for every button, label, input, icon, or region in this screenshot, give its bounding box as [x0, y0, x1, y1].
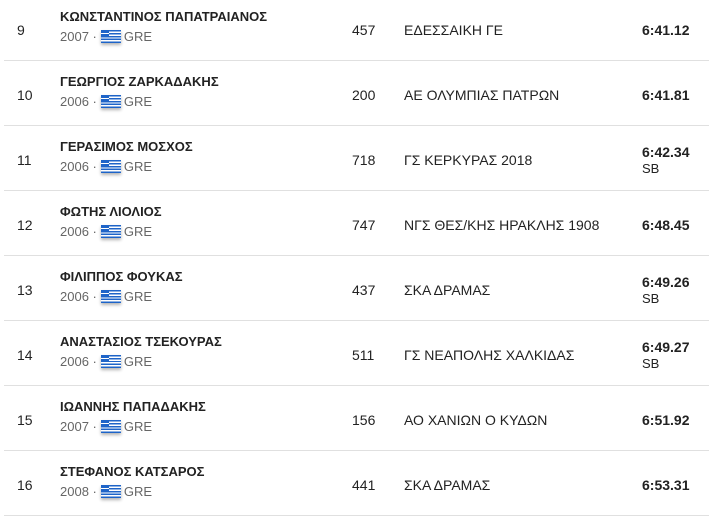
athlete-info: 2006 · GRE	[60, 94, 152, 109]
greece-flag-icon	[100, 485, 121, 498]
rank: 9	[17, 22, 25, 38]
club-name: ΕΔΕΣΣΑΙΚΗ ΓΕ	[404, 22, 503, 38]
country-code: GRE	[123, 94, 153, 109]
separator: ·	[92, 94, 97, 109]
greece-flag-icon	[100, 225, 121, 238]
result-row[interactable]: 11 ΓΕΡΑΣΙΜΟΣ ΜΟΣΧΟΣ 2006 · GRE 718 ΓΣ ΚΕΡ…	[4, 126, 709, 191]
bib-number: 441	[352, 477, 376, 493]
bib-number: 511	[352, 347, 375, 363]
bib-number: 156	[352, 412, 376, 428]
athlete-name[interactable]: ΓΕΡΑΣΙΜΟΣ ΜΟΣΧΟΣ	[60, 139, 193, 154]
bib-number: 747	[352, 217, 376, 233]
rank: 15	[17, 412, 33, 428]
club-name: ΣΚΑ ΔΡΑΜΑΣ	[404, 477, 491, 493]
separator: ·	[92, 289, 97, 304]
club-name: ΓΣ ΝΕΑΠΟΛΗΣ ΧΑΛΚΙΔΑΣ	[404, 347, 575, 363]
separator: ·	[92, 419, 97, 434]
athlete-name[interactable]: ΚΩΝΣΤΑΝΤΙΝΟΣ ΠΑΠΑΤΡΑΙΑΝΟΣ	[60, 9, 268, 24]
athlete-info: 2006 · GRE	[60, 289, 152, 304]
country-code: GRE	[123, 159, 153, 174]
greece-flag-icon	[100, 160, 121, 173]
bib-number: 437	[352, 282, 376, 298]
athlete-info: 2007 · GRE	[60, 419, 152, 434]
greece-flag-icon	[100, 30, 121, 43]
birth-year: 2006	[60, 224, 89, 239]
birth-year: 2006	[60, 159, 89, 174]
birth-year: 2006	[60, 354, 89, 369]
athlete-name[interactable]: ΣΤΕΦΑΝΟΣ ΚΑΤΣΑΡΟΣ	[60, 464, 205, 479]
result-row[interactable]: 16 ΣΤΕΦΑΝΟΣ ΚΑΤΣΑΡΟΣ 2008 · GRE 441 ΣΚΑ Δ…	[4, 451, 709, 516]
country-code: GRE	[123, 354, 153, 369]
athlete-name[interactable]: ΦΩΤΗΣ ΛΙΟΛΙΟΣ	[60, 204, 162, 219]
bib-number: 718	[352, 152, 376, 168]
results-list: 9 ΚΩΝΣΤΑΝΤΙΝΟΣ ΠΑΠΑΤΡΑΙΑΝΟΣ 2007 · GRE 45…	[4, 0, 709, 516]
club-name: ΓΣ ΚΕΡΚΥΡΑΣ 2018	[404, 152, 533, 168]
result-row[interactable]: 13 ΦΙΛΙΠΠΟΣ ΦΟΥΚΑΣ 2006 · GRE 437 ΣΚΑ ΔΡΑ…	[4, 256, 709, 321]
country-code: GRE	[123, 484, 153, 499]
separator: ·	[92, 224, 97, 239]
bib-number: 200	[352, 87, 376, 103]
result-row[interactable]: 10 ΓΕΩΡΓΙΟΣ ΖΑΡΚΑΔΑΚΗΣ 2006 · GRE 200 ΑΕ …	[4, 61, 709, 126]
season-best-badge: SB	[642, 161, 660, 176]
season-best-badge: SB	[642, 291, 660, 306]
club-name: ΝΓΣ ΘΕΣ/ΚΗΣ ΗΡΑΚΛΗΣ 1908	[404, 217, 600, 233]
athlete-info: 2006 · GRE	[60, 159, 152, 174]
athlete-name[interactable]: ΦΙΛΙΠΠΟΣ ΦΟΥΚΑΣ	[60, 269, 183, 284]
result-time: 6:53.31	[642, 477, 690, 493]
country-code: GRE	[123, 224, 153, 239]
athlete-info: 2008 · GRE	[60, 484, 152, 499]
club-name: ΑΟ ΧΑΝΙΩΝ Ο ΚΥΔΩΝ	[404, 412, 548, 428]
country-code: GRE	[123, 29, 153, 44]
birth-year: 2006	[60, 289, 89, 304]
rank: 11	[17, 152, 32, 168]
birth-year: 2008	[60, 484, 89, 499]
result-time: 6:49.27	[642, 339, 690, 355]
athlete-name[interactable]: ΓΕΩΡΓΙΟΣ ΖΑΡΚΑΔΑΚΗΣ	[60, 74, 219, 89]
result-row[interactable]: 12 ΦΩΤΗΣ ΛΙΟΛΙΟΣ 2006 · GRE 747 ΝΓΣ ΘΕΣ/Κ…	[4, 191, 709, 256]
country-code: GRE	[123, 289, 153, 304]
athlete-info: 2006 · GRE	[60, 354, 152, 369]
result-time: 6:42.34	[642, 144, 690, 160]
result-row[interactable]: 15 ΙΩΑΝΝΗΣ ΠΑΠΑΔΑΚΗΣ 2007 · GRE 156 ΑΟ ΧΑ…	[4, 386, 709, 451]
separator: ·	[92, 159, 97, 174]
greece-flag-icon	[100, 355, 121, 368]
athlete-info: 2007 · GRE	[60, 29, 152, 44]
greece-flag-icon	[100, 290, 121, 303]
birth-year: 2007	[60, 29, 89, 44]
greece-flag-icon	[100, 95, 121, 108]
country-code: GRE	[123, 419, 153, 434]
result-time: 6:48.45	[642, 217, 690, 233]
rank: 16	[17, 477, 33, 493]
rank: 10	[17, 87, 33, 103]
rank: 12	[17, 217, 33, 233]
athlete-name[interactable]: ΑΝΑΣΤΑΣΙΟΣ ΤΣΕΚΟΥΡΑΣ	[60, 334, 222, 349]
greece-flag-icon	[100, 420, 121, 433]
rank: 14	[17, 347, 33, 363]
result-time: 6:41.81	[642, 87, 690, 103]
athlete-info: 2006 · GRE	[60, 224, 152, 239]
club-name: ΑΕ ΟΛΥΜΠΙΑΣ ΠΑΤΡΩΝ	[404, 87, 560, 103]
result-time: 6:49.26	[642, 274, 690, 290]
club-name: ΣΚΑ ΔΡΑΜΑΣ	[404, 282, 491, 298]
birth-year: 2006	[60, 94, 89, 109]
separator: ·	[92, 354, 97, 369]
result-time: 6:51.92	[642, 412, 690, 428]
athlete-name[interactable]: ΙΩΑΝΝΗΣ ΠΑΠΑΔΑΚΗΣ	[60, 399, 206, 414]
bib-number: 457	[352, 22, 376, 38]
separator: ·	[92, 29, 97, 44]
birth-year: 2007	[60, 419, 89, 434]
season-best-badge: SB	[642, 356, 660, 371]
separator: ·	[92, 484, 97, 499]
result-row[interactable]: 9 ΚΩΝΣΤΑΝΤΙΝΟΣ ΠΑΠΑΤΡΑΙΑΝΟΣ 2007 · GRE 45…	[4, 0, 709, 61]
rank: 13	[17, 282, 33, 298]
result-row[interactable]: 14 ΑΝΑΣΤΑΣΙΟΣ ΤΣΕΚΟΥΡΑΣ 2006 · GRE 511 ΓΣ…	[4, 321, 709, 386]
result-time: 6:41.12	[642, 22, 690, 38]
